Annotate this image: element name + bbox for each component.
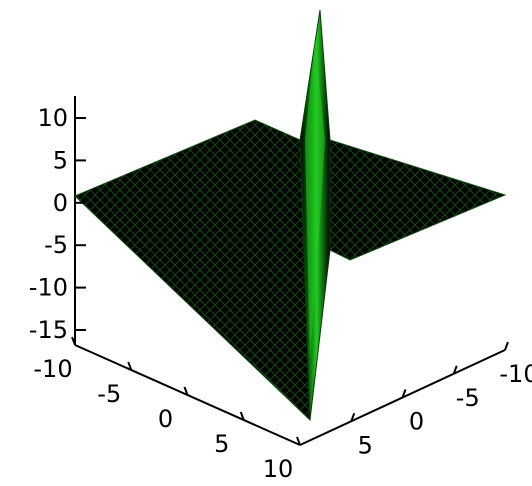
- z-tick-label: 10: [37, 104, 68, 132]
- x-tick-label: 5: [214, 430, 229, 458]
- y-tick-mark: [350, 412, 356, 422]
- y-tick-label: 5: [358, 431, 373, 459]
- y-tick-label: -5: [456, 384, 480, 412]
- y-tick-mark: [504, 341, 509, 351]
- surface-left-sheet: [74, 119, 311, 422]
- y-tick-mark: [452, 365, 458, 375]
- surface-highlight: [305, 40, 325, 360]
- x-tick-label: -5: [97, 380, 121, 408]
- y-tick-mark: [401, 389, 407, 398]
- y-tick-label: 0: [409, 408, 424, 436]
- x-tick-label: 10: [263, 455, 294, 483]
- z-tick-label: 5: [53, 146, 68, 174]
- x-tick-label: -10: [33, 355, 72, 383]
- x-tick-mark: [71, 336, 76, 346]
- x-tick-mark: [239, 411, 245, 421]
- y-tick-label: -10: [499, 360, 532, 388]
- x-tick-mark: [296, 436, 301, 446]
- z-tick-label: 0: [53, 189, 68, 217]
- x-tick-mark: [127, 361, 133, 371]
- z-tick-label: -10: [29, 274, 68, 302]
- z-tick-label: -15: [29, 316, 68, 344]
- surface-right-sheet: [314, 94, 507, 261]
- x-tick-label: 0: [158, 405, 173, 433]
- z-tick-label: -5: [44, 231, 68, 259]
- surface: [74, 9, 507, 422]
- ticks: 10 5 0 -5 -10 -15 -10 -5 0 5 10 -10 -5 0 5: [29, 104, 532, 483]
- x-tick-mark: [183, 386, 189, 396]
